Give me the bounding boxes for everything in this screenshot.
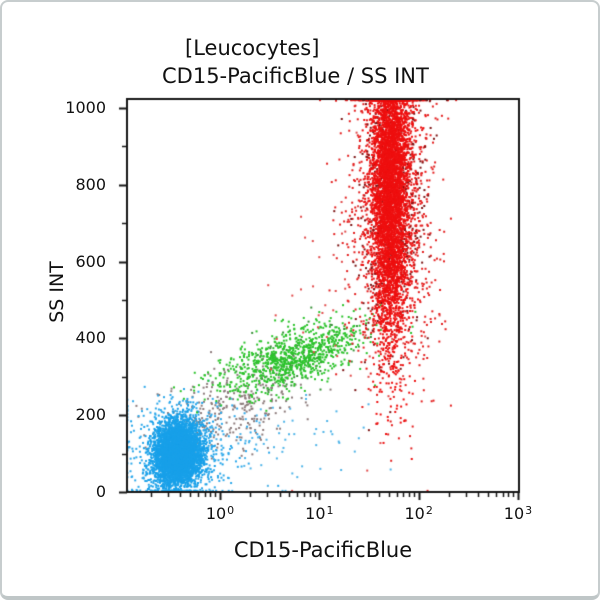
x-tick-label: 102	[404, 504, 433, 523]
y-tick-label: 800	[75, 174, 106, 194]
y-tick-label: 0	[95, 482, 106, 501]
x-tick-label: 103	[503, 504, 533, 523]
y-tick-label: 200	[75, 405, 106, 425]
y-tick-label: 400	[75, 328, 106, 348]
x-tick-label: 101	[305, 504, 334, 523]
plot-parameters-title: CD15-PacificBlue / SS INT	[162, 64, 429, 88]
gate-title: [Leucocytes]	[185, 36, 320, 60]
y-tick-label: 600	[75, 251, 106, 271]
x-axis-title: CD15-PacificBlue	[233, 538, 413, 562]
y-tick-label: 1000	[65, 97, 106, 117]
x-tick-label: 100	[205, 504, 235, 523]
